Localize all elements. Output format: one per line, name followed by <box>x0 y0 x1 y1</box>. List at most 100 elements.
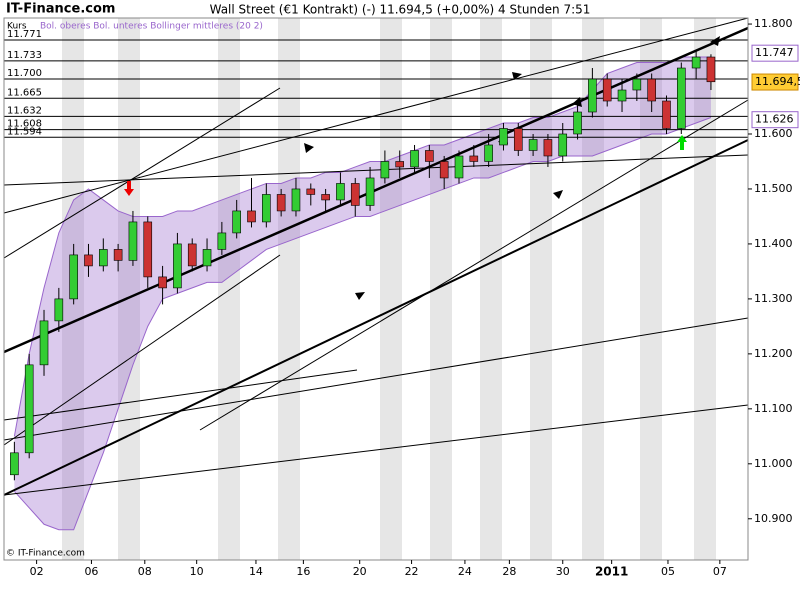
stripe <box>118 18 140 560</box>
price-tag <box>751 111 799 129</box>
candle-body <box>677 67 686 129</box>
trend-line <box>3 404 749 496</box>
candle-body <box>691 56 701 69</box>
x-tick-label: 05 <box>661 565 675 578</box>
stripe <box>694 18 716 560</box>
plot-frame <box>3 17 749 561</box>
candle-body <box>350 183 360 206</box>
price-tag-label: 11.747 <box>755 46 794 59</box>
candle-body <box>232 210 241 234</box>
x-tick-label: 02 <box>30 565 44 578</box>
level-label: 11.665 <box>7 87 42 98</box>
level-layer: 11.771 11.733 11.700 11.665 11.632 11.60811.5… <box>4 29 748 138</box>
band-area <box>14 57 711 530</box>
trend-line <box>3 154 749 186</box>
candle-body <box>291 188 301 212</box>
candle-body <box>647 78 656 102</box>
y-tick-label: 11.100 <box>754 402 793 415</box>
trend-line <box>3 369 358 421</box>
candle-body <box>439 161 449 179</box>
candle-body <box>128 221 138 261</box>
candle-body <box>336 183 345 201</box>
candle-body <box>113 249 123 261</box>
candle-body <box>662 100 671 129</box>
x-tick-label: 06 <box>84 565 98 578</box>
buy-arrow <box>677 135 687 150</box>
legend-price: Kurs <box>7 22 27 32</box>
candle-body <box>410 150 419 168</box>
candle-body <box>187 243 197 267</box>
candle-body <box>617 89 627 102</box>
candle-body <box>395 161 405 168</box>
arrows <box>124 36 720 300</box>
copyright: © IT-Finance.com <box>6 549 85 559</box>
x-tick-label: 10 <box>190 565 204 578</box>
candle-body <box>143 221 153 278</box>
candle-body <box>202 249 212 267</box>
candle-body <box>173 243 182 289</box>
candle-body <box>54 298 64 322</box>
chart-title: Wall Street (€1 Kontrakt) (-) 11.694,5 (… <box>210 3 591 17</box>
price-tag-label: 11.626 <box>755 113 794 126</box>
y-tick-label: 11.300 <box>754 292 793 305</box>
candle-body <box>321 194 330 201</box>
y-tick-label: 10.900 <box>754 512 793 525</box>
y-tick-label: 11.000 <box>754 457 793 470</box>
stripe <box>278 18 300 560</box>
candle-body <box>558 133 568 157</box>
site-name: IT-Finance.com <box>6 2 115 17</box>
candle-body <box>528 139 538 151</box>
candle-body <box>513 128 523 151</box>
trend-line <box>3 26 749 354</box>
candle-body <box>543 139 553 157</box>
stripe <box>380 18 402 560</box>
level-label: 11.700 <box>7 68 42 79</box>
level-label: 11.632 <box>7 105 42 116</box>
level-label: 11.733 <box>7 50 42 61</box>
candle-body <box>247 210 256 223</box>
trend-line <box>3 139 749 496</box>
level-label: 11.608 <box>7 119 42 130</box>
candle-body <box>84 254 93 267</box>
x-tick-label: 22 <box>405 565 419 578</box>
candle-body <box>39 320 49 366</box>
sell-arrow <box>124 181 134 196</box>
price-tag <box>751 44 799 62</box>
candle-body <box>573 111 582 135</box>
y-tick-label: 11.200 <box>754 347 793 360</box>
candle-body <box>217 232 227 250</box>
candle-body <box>425 150 434 162</box>
price-tag-label: 11.694,5 <box>755 75 800 88</box>
candle-body <box>158 276 167 289</box>
stripe <box>430 18 452 560</box>
band-lower <box>14 117 712 531</box>
candle-body <box>484 144 493 162</box>
legend-bands: Bol. oberes Bol. unteres Bollinger mittl… <box>40 22 263 32</box>
candle-body <box>262 194 271 223</box>
candle-body <box>602 78 612 102</box>
x-tick-label: 20 <box>353 565 367 578</box>
candle-body <box>24 364 34 454</box>
candle-body <box>10 452 19 476</box>
x-tick-label: 24 <box>458 565 472 578</box>
candle-body <box>276 194 286 212</box>
candle-layer <box>10 51 716 481</box>
x-tick-label: 08 <box>138 565 152 578</box>
stripe <box>480 18 502 560</box>
candle-body <box>706 56 716 83</box>
y-tick-label: 11.800 <box>754 17 793 30</box>
x-tick-label: 30 <box>556 565 570 578</box>
candle-body <box>380 161 390 179</box>
stripe <box>640 18 662 560</box>
x-tick-label: 07 <box>713 565 727 578</box>
level-label: 11.594 <box>7 126 42 137</box>
x-tick-label: 28 <box>502 565 516 578</box>
candle-body <box>98 249 108 267</box>
stripe <box>530 18 552 560</box>
stripe <box>218 18 240 560</box>
candle-body <box>306 188 316 195</box>
candle-body <box>632 78 642 91</box>
trend-line <box>3 317 749 441</box>
x-tick-label: 16 <box>296 565 310 578</box>
